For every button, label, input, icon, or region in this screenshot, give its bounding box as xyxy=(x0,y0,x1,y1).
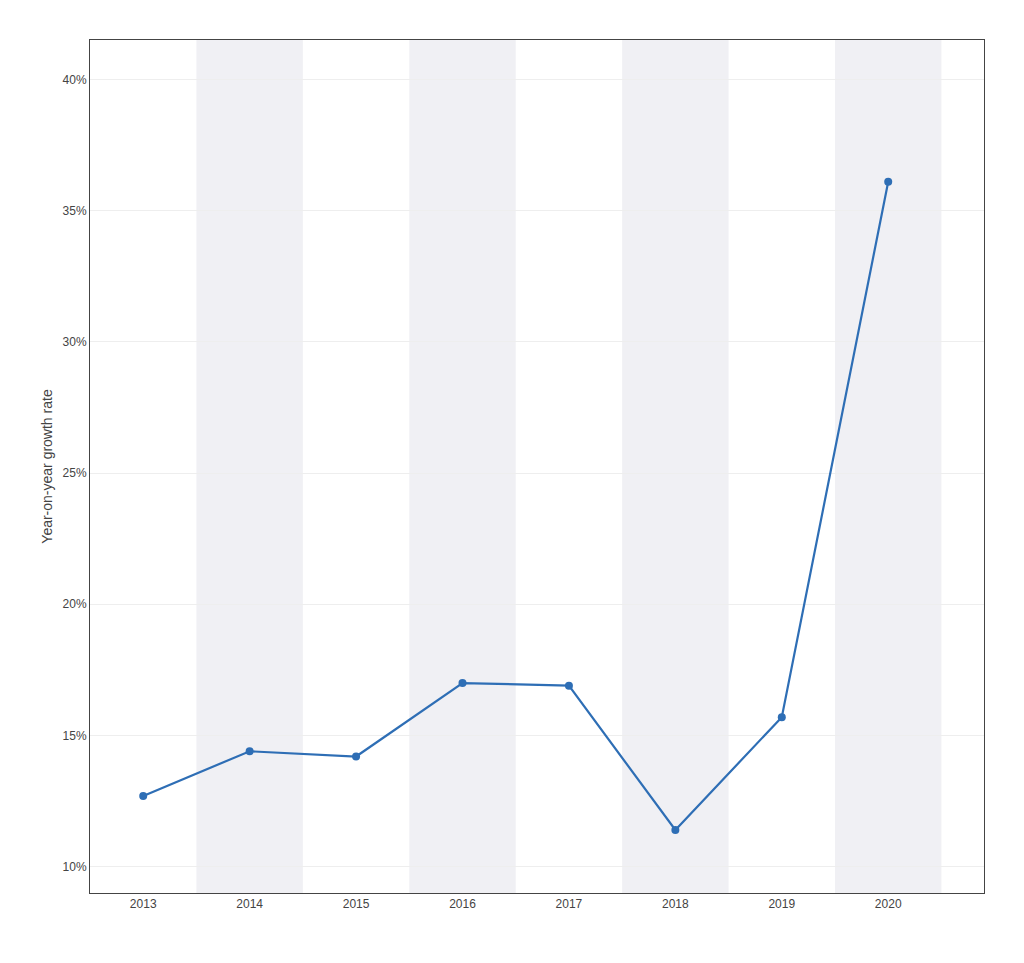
svg-text:2019: 2019 xyxy=(768,897,795,911)
svg-text:35%: 35% xyxy=(63,204,87,218)
svg-text:Year-on-year growth rate: Year-on-year growth rate xyxy=(39,389,55,544)
svg-text:2013: 2013 xyxy=(130,897,157,911)
svg-text:10%: 10% xyxy=(63,860,87,874)
svg-text:20%: 20% xyxy=(63,597,87,611)
svg-text:2018: 2018 xyxy=(662,897,689,911)
svg-text:2017: 2017 xyxy=(556,897,583,911)
svg-text:2015: 2015 xyxy=(343,897,370,911)
svg-text:30%: 30% xyxy=(63,335,87,349)
svg-text:15%: 15% xyxy=(63,729,87,743)
svg-text:25%: 25% xyxy=(63,466,87,480)
svg-text:2020: 2020 xyxy=(875,897,902,911)
svg-text:2014: 2014 xyxy=(236,897,263,911)
svg-text:40%: 40% xyxy=(63,73,87,87)
svg-text:2016: 2016 xyxy=(449,897,476,911)
